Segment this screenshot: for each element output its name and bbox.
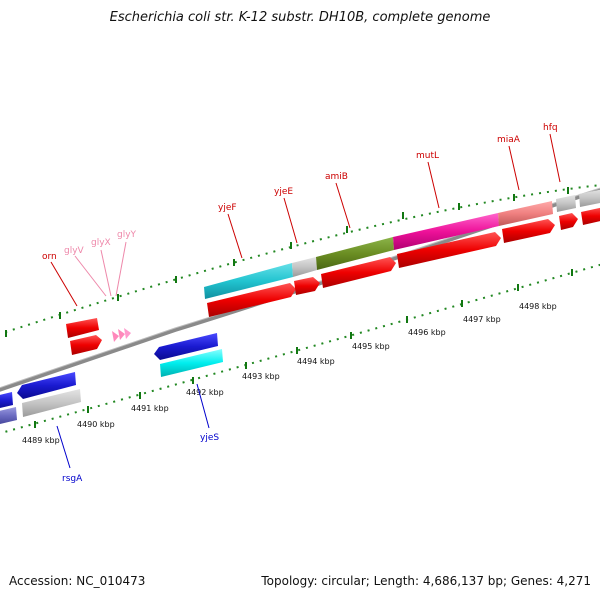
gene-label-miaA: miaA (497, 135, 521, 145)
gene-label-yjeS: yjeS (200, 433, 219, 443)
trna-glyX[interactable] (118, 329, 125, 340)
kbp-label: 4498 kbp (519, 302, 557, 311)
gene-label-glyV: glyV (64, 246, 85, 256)
gene-label-glyY: glyY (117, 230, 137, 240)
gene-label-yjeE: yjeE (274, 187, 293, 197)
feature-yjeE-grey[interactable] (292, 257, 317, 277)
outer-major-ticks (5, 187, 569, 337)
gene-yjeS-blue[interactable] (154, 333, 218, 360)
feature-mutL-magenta[interactable] (393, 213, 499, 250)
kbp-label: 4491 kbp (131, 404, 169, 413)
kbp-label: 4490 kbp (77, 420, 115, 429)
label-leaders (50, 133, 561, 469)
reverse-strand-genes (0, 333, 223, 425)
gene-label-mutL: mutL (416, 151, 439, 161)
gene-rsgA-grey[interactable] (22, 389, 81, 417)
trna-features (112, 328, 131, 342)
gene-left-slate[interactable] (0, 407, 17, 425)
gene-miaA[interactable] (502, 219, 555, 243)
gene-label-rsgA: rsgA (62, 474, 83, 484)
trna-glyV[interactable] (112, 331, 119, 342)
feature-track-outer (204, 189, 600, 299)
gene-label-yjeF: yjeF (218, 203, 237, 213)
accession-text: Accession: NC_010473 (9, 574, 146, 588)
kbp-label: 4494 kbp (297, 357, 335, 366)
feature-hfq-grey[interactable] (556, 195, 576, 212)
gene-orn-cds[interactable] (70, 335, 102, 355)
kbp-label: 4493 kbp (242, 372, 280, 381)
gene-rsgA-blue[interactable] (17, 372, 76, 399)
feature-yjeF-teal[interactable] (204, 263, 293, 299)
genome-summary-text: Topology: circular; Length: 4,686,137 bp… (261, 574, 591, 588)
gene-label-orn: orn (42, 252, 57, 262)
gene-hfq[interactable] (559, 213, 578, 230)
outer-dotted-ruler (0, 184, 600, 335)
gene-yjeF[interactable] (207, 283, 296, 317)
feature-miaA-salmon[interactable] (498, 201, 553, 226)
feature-amiB-olive[interactable] (316, 237, 394, 270)
kbp-scale-labels: 4489 kbp 4490 kbp 4491 kbp 4492 kbp 4493… (22, 302, 557, 445)
gene-label-hfq: hfq (543, 123, 558, 133)
gene-label-amiB: amiB (325, 172, 348, 182)
inner-major-ticks (34, 269, 573, 428)
kbp-label: 4489 kbp (22, 436, 60, 445)
kbp-label: 4496 kbp (408, 328, 446, 337)
gene-orn[interactable] (66, 318, 99, 338)
gene-left-blue[interactable] (0, 392, 13, 409)
gene-yjeS-cyan[interactable] (160, 349, 223, 377)
kbp-label: 4492 kbp (186, 388, 224, 397)
gene-yjeE[interactable] (294, 277, 320, 295)
feature-next-grey[interactable] (579, 189, 600, 207)
gene-label-glyX: glyX (91, 238, 111, 248)
gene-amiB[interactable] (321, 257, 396, 288)
forward-strand-genes (66, 207, 600, 355)
trna-glyY[interactable] (124, 328, 131, 339)
genome-title: Escherichia coli str. K-12 substr. DH10B… (109, 10, 491, 25)
kbp-label: 4497 kbp (463, 315, 501, 324)
gene-next[interactable] (581, 207, 600, 225)
gene-labels: orn glyV glyX glyY yjeF yjeE amiB mutL m… (42, 123, 558, 484)
gene-mutL[interactable] (397, 232, 501, 268)
kbp-label: 4495 kbp (352, 342, 390, 351)
